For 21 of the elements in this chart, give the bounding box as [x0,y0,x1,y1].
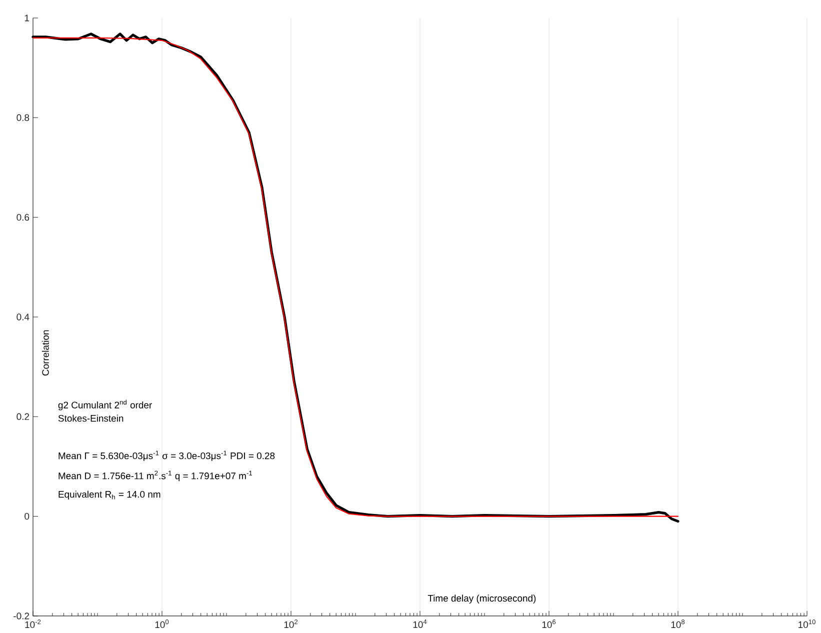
x-tick-label: 10$^{8}$ [671,620,685,628]
x-tick-label: 10$^{2}$ [284,620,298,628]
x-axis-title: Time delay (microsecond) [428,594,536,604]
y-tick-label: -0.2 [14,612,30,620]
y-tick-label: 0.2 [16,413,30,420]
x-tick-label: 10$^{0}$ [155,620,169,628]
annotation: Mean Γ = 5.630e-03μs$^{-1}$ σ = 3.0e-03μs$^{-1}$ PDI = 0.28 [58,450,275,461]
x-tick-label: 10$^{10}$ [798,620,816,628]
x-tick-label: 10$^{4}$ [413,620,427,628]
y-tick-label: 0.8 [16,114,30,121]
x-tick-label: 10$^{-2}$ [25,620,41,628]
y-tick-label: 0.6 [16,214,30,221]
y-tick-label: 0.4 [16,314,30,320]
x-tick-label: 10$^{6}$ [542,620,556,628]
y-axis-title: Correlation [42,330,49,376]
annotation: Equivalent R$_{h}$ = 14.0 nm [58,490,160,500]
annotation: g2 Cumulant 2$^{nd}$ order [58,400,152,410]
annotation: Stokes-Einstein [58,414,124,422]
y-tick-label: 0 [24,512,30,520]
y-tick-label: 1 [24,14,30,22]
annotation: Mean D = 1.756e-11 m$^{2}$.s$^{-1}$ q = 1.791e+07 m$^{-1}$ [58,470,252,482]
